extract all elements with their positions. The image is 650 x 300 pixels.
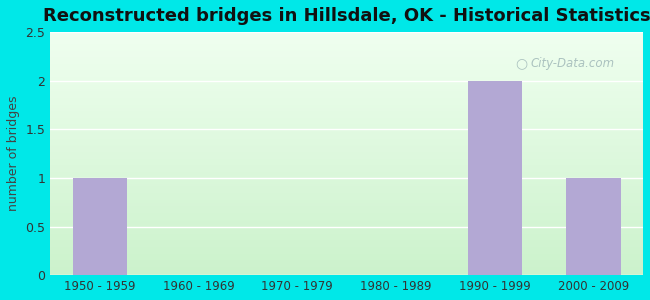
Bar — [468, 81, 522, 275]
Bar — [567, 178, 621, 275]
Bar — [73, 178, 127, 275]
Text: ○: ○ — [515, 57, 528, 71]
Y-axis label: number of bridges: number of bridges — [7, 96, 20, 212]
Text: City-Data.com: City-Data.com — [530, 57, 614, 70]
Title: Reconstructed bridges in Hillsdale, OK - Historical Statistics: Reconstructed bridges in Hillsdale, OK -… — [43, 7, 650, 25]
